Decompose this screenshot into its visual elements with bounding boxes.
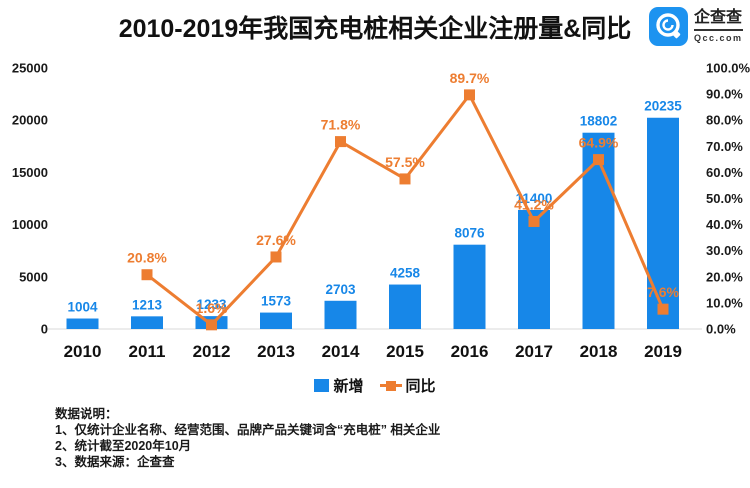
x-axis-label: 2011 — [129, 342, 166, 361]
line-marker — [657, 303, 669, 315]
page-title: 2010-2019年我国充电桩相关企业注册量&同比 — [118, 15, 632, 43]
combo-chart: 0 5000 10000 15000 20000 25000 0.0% 10.0% 20.0% 3… — [12, 61, 750, 362]
bar-2017 — [518, 209, 550, 329]
qcc-logo-name: 企查查 — [694, 10, 743, 31]
x-axis-label: 2013 — [257, 342, 295, 361]
x-axis-label: 2018 — [580, 342, 618, 361]
line-value-label: 7.6% — [647, 284, 679, 300]
legend-item-bar: 新增 — [314, 375, 364, 396]
x-axis-label: 2012 — [193, 342, 231, 361]
bar-2018 — [582, 132, 615, 329]
bar-value-label: 20235 — [644, 99, 682, 114]
bar-value-label: 1233 — [196, 297, 227, 312]
y-axis-left-tick: 20000 — [12, 113, 48, 128]
line-value-label: 27.6% — [256, 232, 296, 248]
bar-value-label: 18802 — [580, 114, 618, 129]
bar-value-label: 2703 — [325, 282, 356, 297]
line-marker — [528, 215, 540, 227]
y-axis-right-tick: 0.0% — [706, 322, 736, 337]
footer-notes: 数据说明： 1、仅统计企业名称、经营范围、品牌产品关键词含“充电桩” 相关企业 … — [55, 406, 440, 470]
bar-value-label: 1573 — [261, 294, 292, 309]
footer-line: 数据说明： — [55, 407, 118, 421]
line-value-label: 41.2% — [514, 196, 554, 212]
y-axis-right-tick: 100.0% — [706, 61, 750, 76]
line-value-label: 1.6% — [196, 300, 228, 316]
magnifier-q-icon — [656, 13, 681, 39]
bar-value-label: 1004 — [67, 300, 98, 315]
y-axis-left-tick: 0 — [41, 322, 48, 337]
y-axis-left-tick: 10000 — [12, 217, 48, 232]
y-axis-right-tick: 20.0% — [706, 269, 743, 284]
line-value-label: 89.7% — [450, 70, 490, 86]
line-marker — [593, 154, 604, 166]
y-axis-right-tick: 50.0% — [706, 191, 743, 206]
qcc-logo-domain: Qcc.com — [694, 33, 743, 43]
legend-bar-label: 新增 — [333, 378, 364, 395]
y-axis-right-tick: 10.0% — [706, 295, 743, 310]
bar-swatch-icon — [314, 379, 330, 392]
bar-2014 — [324, 300, 357, 329]
legend-item-line: 同比 — [379, 375, 436, 396]
line-marker — [335, 136, 346, 148]
line-marker-icon — [379, 380, 402, 391]
footer-line: 1、仅统计企业名称、经营范围、品牌产品关键词含“充电桩” 相关企业 — [55, 423, 441, 437]
line-value-label: 20.8% — [127, 250, 167, 266]
y-axis-right-tick: 70.0% — [706, 139, 743, 154]
qcc-logo: 企查查 Qcc.com — [649, 7, 743, 46]
line-value-label: 71.8% — [321, 117, 361, 133]
qcc-logo-icon — [649, 7, 688, 46]
bar-value-label: 8076 — [454, 226, 485, 241]
x-axis-label: 2019 — [644, 342, 682, 361]
y-axis-right-tick: 80.0% — [706, 113, 743, 128]
bar-2015 — [389, 284, 421, 329]
line-marker — [270, 251, 282, 263]
y-axis-left-tick: 25000 — [12, 61, 48, 76]
x-axis-label: 2015 — [386, 342, 424, 361]
x-axis-label: 2017 — [515, 342, 553, 361]
bar-2016 — [453, 244, 486, 329]
x-axis-label: 2016 — [451, 342, 489, 361]
y-axis-right-tick: 90.0% — [706, 87, 743, 102]
x-axis-label: 2014 — [322, 342, 360, 361]
footer-line: 2、统计截至2020年10月 — [55, 439, 192, 453]
line-marker — [399, 173, 411, 185]
chart-legend: 新增 同比 — [0, 375, 750, 396]
line-value-label: 64.9% — [579, 135, 619, 151]
line-marker — [206, 319, 217, 331]
legend-line-label: 同比 — [405, 378, 436, 395]
y-axis-right-tick: 30.0% — [706, 243, 743, 258]
line-value-label: 57.5% — [385, 154, 425, 170]
bar-2013 — [260, 312, 292, 329]
y-axis-left-tick: 5000 — [19, 269, 48, 284]
y-axis-right-tick: 40.0% — [706, 217, 743, 232]
y-axis-right-tick: 60.0% — [706, 165, 743, 180]
x-axis-label: 2010 — [64, 342, 102, 361]
bar-value-label: 1213 — [132, 297, 163, 312]
line-marker — [464, 89, 475, 101]
line-marker — [141, 269, 153, 281]
bar-2010 — [66, 318, 99, 329]
bar-value-label: 4258 — [390, 266, 421, 281]
bar-2011 — [131, 316, 163, 329]
bar-2019 — [647, 117, 679, 329]
y-axis-left-tick: 15000 — [12, 165, 48, 180]
qcc-logo-text: 企查查 Qcc.com — [694, 10, 743, 43]
footer-line: 3、数据来源：企查查 — [55, 455, 175, 469]
